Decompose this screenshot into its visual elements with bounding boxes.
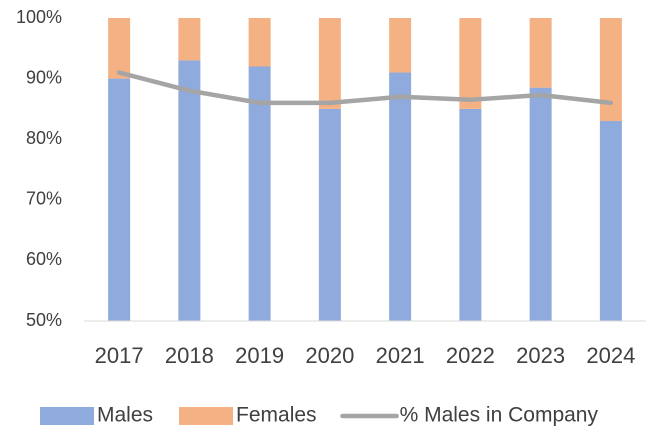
bar-segment bbox=[529, 87, 552, 321]
bar-segment bbox=[599, 18, 622, 122]
bar-segment bbox=[599, 121, 622, 322]
legend-swatch bbox=[40, 407, 94, 425]
x-tick-label: 2021 bbox=[376, 343, 425, 368]
bar-segment bbox=[318, 18, 341, 109]
bar-segment bbox=[178, 60, 201, 322]
bar-segment bbox=[389, 72, 412, 321]
legend-swatch bbox=[179, 407, 234, 425]
x-tick-label: 2018 bbox=[165, 343, 214, 368]
x-tick-label: 2020 bbox=[305, 343, 354, 368]
legend-label: Males bbox=[97, 404, 153, 427]
x-tick-label: 2017 bbox=[95, 343, 144, 368]
bar-segment bbox=[459, 18, 482, 109]
legend-label: Females bbox=[236, 404, 317, 427]
legend-label: % Males in Company bbox=[400, 404, 599, 427]
line bbox=[116, 70, 614, 106]
bar-segment bbox=[108, 18, 131, 79]
bar-segment bbox=[529, 18, 552, 88]
y-tick-label: 70% bbox=[26, 189, 62, 209]
bar-segment bbox=[248, 18, 271, 67]
y-tick-label: 60% bbox=[26, 249, 62, 269]
x-tick-label: 2024 bbox=[586, 343, 635, 368]
x-tick-label: 2019 bbox=[235, 343, 284, 368]
bar-segment bbox=[318, 108, 341, 322]
y-tick-label: 80% bbox=[26, 128, 62, 148]
x-tick-label: 2023 bbox=[516, 343, 565, 368]
y-tick-label: 100% bbox=[16, 7, 62, 27]
bar-segment bbox=[108, 78, 131, 321]
bar-segment bbox=[459, 108, 482, 322]
x-tick-label: 2022 bbox=[446, 343, 495, 368]
y-tick-label: 90% bbox=[26, 67, 62, 87]
y-tick-label: 50% bbox=[26, 310, 62, 330]
bar-segment bbox=[178, 18, 201, 61]
bar-segment bbox=[248, 66, 271, 321]
bar-segment bbox=[389, 18, 412, 73]
